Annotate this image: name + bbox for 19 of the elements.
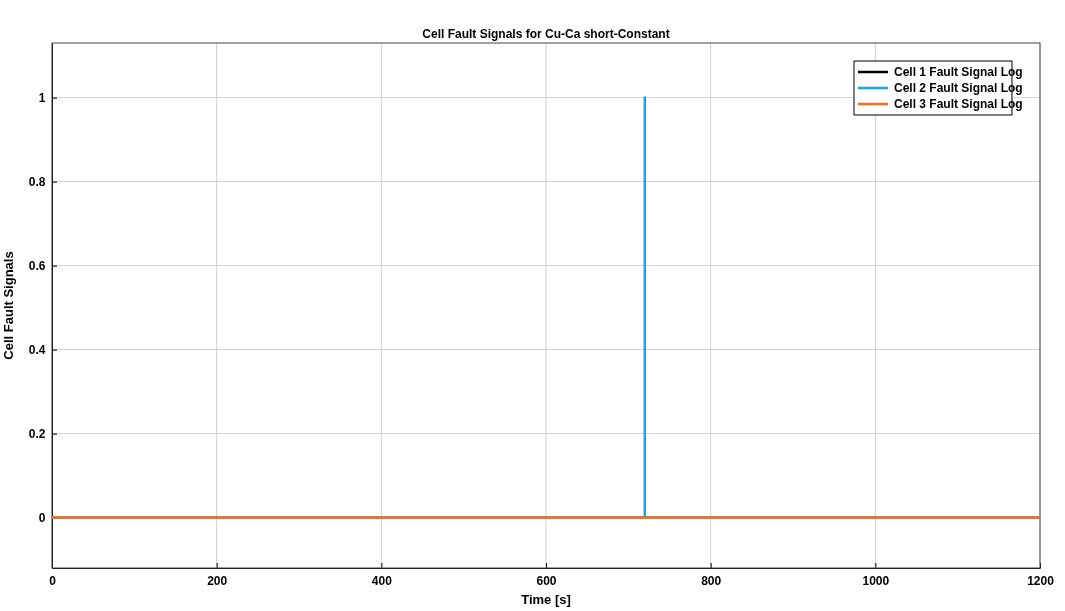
x-tick-label: 0 (49, 574, 57, 589)
y-tick-label: 0.6 (28, 258, 46, 273)
x-tick-label: 400 (371, 574, 393, 589)
x-tick-label: 800 (701, 574, 722, 589)
x-axis-title: Time [s] (521, 592, 571, 607)
x-tick-label: 200 (207, 574, 228, 589)
y-tick-label: 0.8 (28, 174, 46, 189)
y-tick-label: 1 (38, 90, 46, 105)
x-tick-label: 1200 (1027, 574, 1055, 589)
x-tick-label: 600 (536, 574, 557, 589)
x-tick-label: 1000 (862, 574, 890, 589)
legend-label: Cell 3 Fault Signal Log (894, 97, 1023, 111)
legend-label: Cell 1 Fault Signal Log (894, 65, 1023, 79)
y-tick-label: 0 (38, 510, 46, 525)
y-axis-title: Cell Fault Signals (1, 251, 16, 360)
y-tick-label: 0.4 (28, 342, 46, 357)
legend-label: Cell 2 Fault Signal Log (894, 81, 1023, 95)
chart-title: Cell Fault Signals for Cu-Ca short-Constant (422, 27, 670, 41)
y-tick-label: 0.2 (28, 426, 46, 441)
